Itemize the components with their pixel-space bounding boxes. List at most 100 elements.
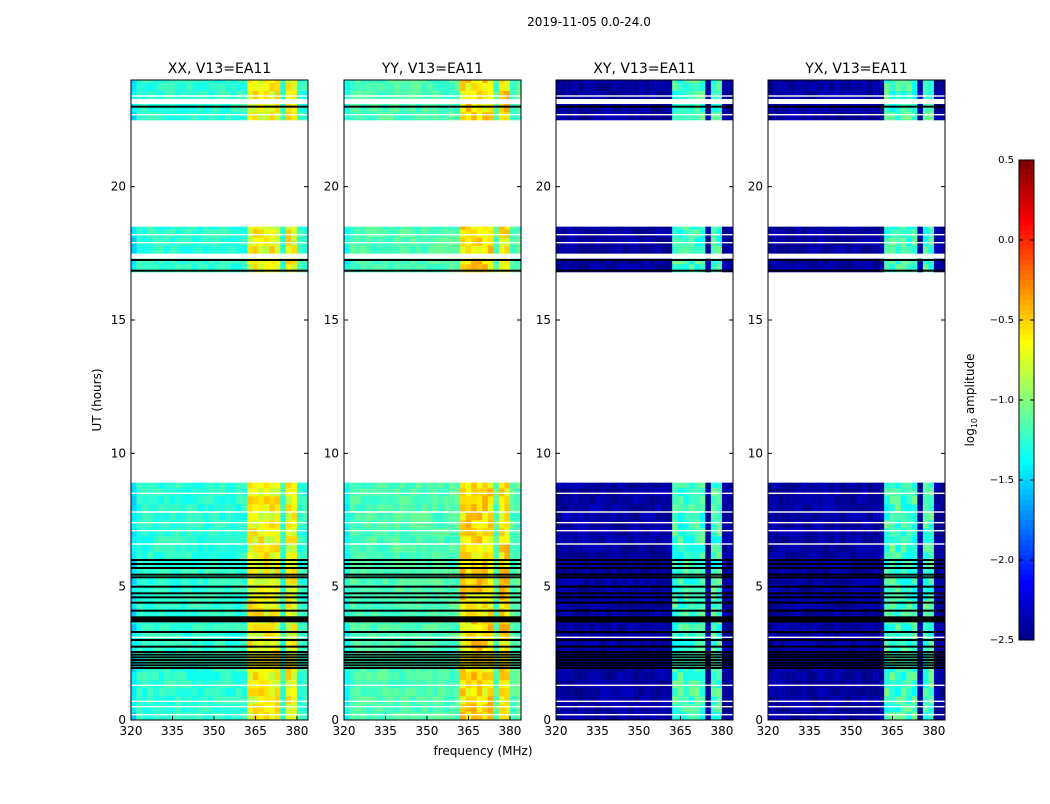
heatmap-cell <box>661 528 667 536</box>
heatmap-cell <box>466 688 472 696</box>
heatmap-cell <box>829 672 835 680</box>
heatmap-cell <box>611 608 617 616</box>
heatmap-cell <box>873 608 879 616</box>
heatmap-cell <box>236 712 242 720</box>
heatmap-cell <box>164 483 170 489</box>
heatmap-cell <box>302 91 308 99</box>
heatmap-cell <box>159 704 165 712</box>
heatmap-cell <box>567 672 573 680</box>
heatmap-cell <box>377 600 383 608</box>
heatmap-cell <box>477 688 483 696</box>
heatmap-cell <box>790 544 796 552</box>
heatmap-cell <box>164 520 170 528</box>
heatmap-cell <box>297 245 303 253</box>
heatmap-cell <box>645 536 651 544</box>
heatmap-cell <box>499 112 505 120</box>
heatmap-cell <box>645 104 651 112</box>
heatmap-cell <box>645 544 651 552</box>
x-tick-label: 335 <box>161 724 184 738</box>
flagged-line <box>131 259 308 261</box>
heatmap-cell <box>829 584 835 592</box>
heatmap-cell <box>231 504 237 512</box>
heatmap-cell <box>895 584 901 592</box>
heatmap-cell <box>181 680 187 688</box>
heatmap-cell <box>214 608 220 616</box>
heatmap-cell <box>700 237 706 245</box>
heatmap-cell <box>840 608 846 616</box>
heatmap-cell <box>225 520 231 528</box>
heatmap-cell <box>405 600 411 608</box>
heatmap-cell <box>923 696 929 704</box>
heatmap-cell <box>928 688 934 696</box>
heatmap-cell <box>493 528 499 536</box>
heatmap-cell <box>617 496 623 504</box>
heatmap-cell <box>444 512 450 520</box>
heatmap-cell <box>438 688 444 696</box>
heatmap-cell <box>366 245 372 253</box>
heatmap-cell <box>466 112 472 120</box>
heatmap-cell <box>578 245 584 253</box>
heatmap-cell <box>834 608 840 616</box>
heatmap-cell <box>159 696 165 704</box>
heatmap-cell <box>159 227 165 230</box>
heatmap-cell <box>622 672 628 680</box>
heatmap-cell <box>258 536 264 544</box>
heatmap-cell <box>433 483 439 489</box>
heatmap-cell <box>716 227 722 230</box>
heatmap-cell <box>661 104 667 112</box>
heatmap-cell <box>197 91 203 99</box>
heatmap-cell <box>220 712 226 720</box>
y-axis-label: UT (hours) <box>90 368 104 431</box>
heatmap-cell <box>394 600 400 608</box>
heatmap-cell <box>355 83 361 91</box>
heatmap-cell <box>482 245 488 253</box>
heatmap-cell <box>247 536 253 544</box>
heatmap-cell <box>477 488 483 496</box>
heatmap-cell <box>181 112 187 120</box>
heatmap-cell <box>137 672 143 680</box>
heatmap-cell <box>567 91 573 99</box>
heatmap-cell <box>510 227 516 230</box>
heatmap-cell <box>455 520 461 528</box>
heatmap-cell <box>242 488 248 496</box>
heatmap-cell <box>148 608 154 616</box>
gap-line <box>131 242 308 243</box>
heatmap-cell <box>790 688 796 696</box>
heatmap-cell <box>667 520 673 528</box>
heatmap-cell <box>433 227 439 230</box>
heatmap-cell <box>689 504 695 512</box>
heatmap-cell <box>578 483 584 489</box>
heatmap-cell <box>197 483 203 489</box>
heatmap-cell <box>164 227 170 230</box>
heatmap-cell <box>175 512 181 520</box>
x-tick-label: 350 <box>628 724 651 738</box>
heatmap-cell <box>164 83 170 91</box>
heatmap-cell <box>862 712 868 720</box>
heatmap-cell <box>444 688 450 696</box>
heatmap-cell <box>153 688 159 696</box>
heatmap-cell <box>683 536 689 544</box>
heatmap-cell <box>801 696 807 704</box>
heatmap-cell <box>578 536 584 544</box>
heatmap-cell <box>444 584 450 592</box>
heatmap-cell <box>388 536 394 544</box>
heatmap-cell <box>264 229 270 237</box>
heatmap-cell <box>700 488 706 496</box>
heatmap-cell <box>394 227 400 230</box>
gap-line <box>344 493 521 494</box>
heatmap-cell <box>197 704 203 712</box>
heatmap-cell <box>355 520 361 528</box>
heatmap-cell <box>449 237 455 245</box>
heatmap-cell <box>790 672 796 680</box>
heatmap-cell <box>275 483 281 489</box>
heatmap-cell <box>606 584 612 592</box>
heatmap-cell <box>785 512 791 520</box>
heatmap-cell <box>912 528 918 536</box>
heatmap-cell <box>716 112 722 120</box>
heatmap-cell <box>444 600 450 608</box>
gap-line <box>556 637 733 638</box>
heatmap-cell <box>510 512 516 520</box>
heatmap-cell <box>302 112 308 120</box>
heatmap-cell <box>829 600 835 608</box>
heatmap-cell <box>242 504 248 512</box>
